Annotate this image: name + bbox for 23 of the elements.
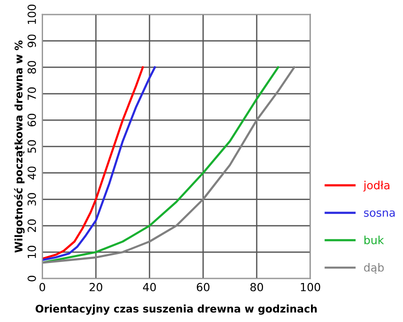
y-tick-label: 40 (28, 166, 36, 180)
y-tick-label: 70 (28, 87, 36, 100)
y-tick-label: 80 (28, 60, 36, 74)
y-tick-label: 10 (28, 246, 36, 258)
legend-label: dąb (364, 263, 384, 274)
y-tick-label: 0 (28, 276, 36, 282)
legend-label: jodła (363, 180, 390, 192)
x-tick-label: 0 (40, 282, 46, 292)
x-tick-label: 60 (196, 282, 210, 292)
y-tick-label: 60 (28, 114, 36, 126)
x-tick-label: 40 (142, 282, 156, 292)
legend-label: buk (364, 236, 384, 244)
x-tick-label: 20 (90, 282, 102, 292)
x-axis-title: Orientacyjny czas suszenia drewna w godzinach (36, 304, 317, 315)
legend-label: sosna (364, 210, 395, 217)
y-tick-label: 50 (28, 140, 36, 153)
y-tick-label: 30 (28, 192, 36, 206)
y-tick-label: 90 (28, 34, 36, 48)
y-tick-label: 100 (28, 4, 36, 24)
y-tick-label: 20 (28, 219, 36, 232)
y-axis-title: Wilgotność początkowa drewna w % (14, 40, 25, 253)
x-tick-label: 100 (300, 282, 320, 292)
x-tick-label: 80 (250, 282, 264, 292)
